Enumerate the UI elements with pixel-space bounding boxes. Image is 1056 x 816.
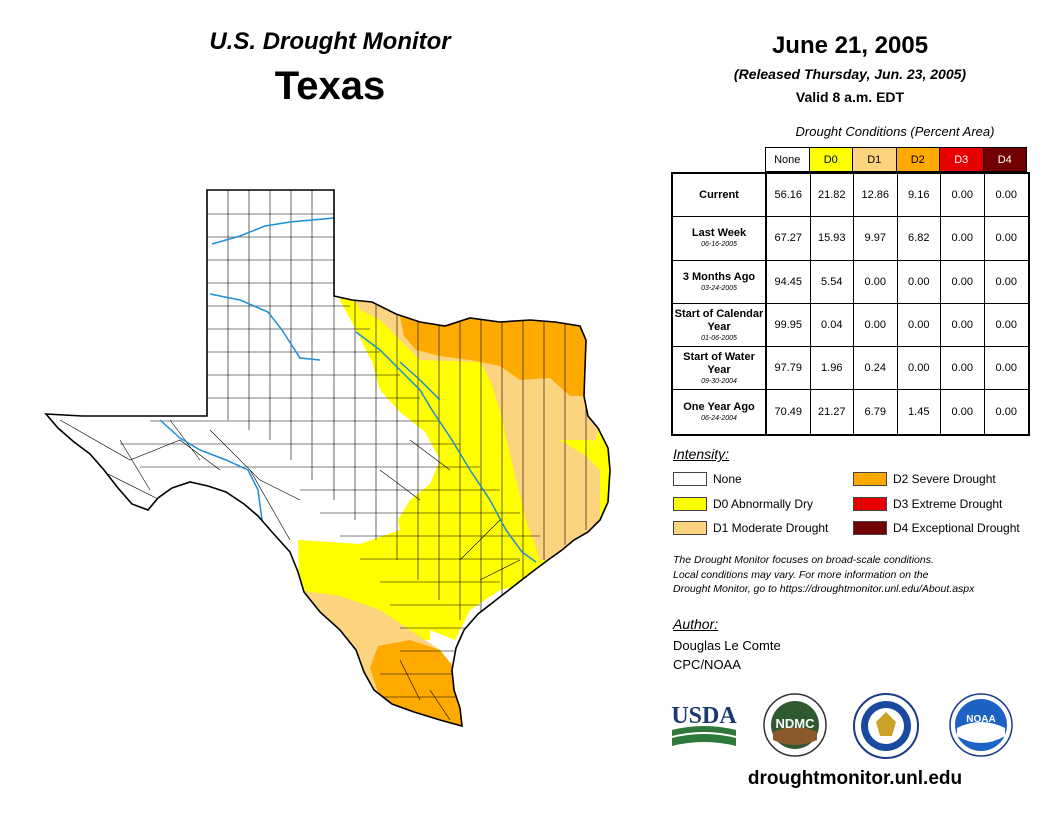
- legend-swatch: [853, 496, 887, 511]
- drought-conditions-table: Current 56.16 21.82 12.86 9.16 0.00 0.00 Last W…: [671, 172, 1030, 436]
- ndmc-logo: NDMC: [763, 693, 827, 757]
- map-date: June 21, 2005: [771, 32, 929, 59]
- table-row: Last Week 06-16-2005 67.27 15.93 9.97 6.82 0.0…: [673, 217, 1028, 261]
- author-org: CPC/NOAA: [673, 657, 741, 672]
- author-name: Douglas Le Comte: [673, 638, 781, 653]
- table-cell: 0.00: [941, 390, 985, 434]
- column-header-none: None: [765, 147, 810, 172]
- row-label: Last Week 06-16-2005: [673, 217, 767, 260]
- table-cell: 15.93: [811, 217, 854, 260]
- legend-swatch: [673, 472, 707, 486]
- table-cell: 6.79: [854, 390, 898, 434]
- legend-column-right: D2 Severe Drought D3 Extreme Drought D4 …: [853, 471, 1020, 536]
- commerce-seal-logo: [853, 693, 919, 759]
- legend-item-d3: D3 Extreme Drought: [853, 496, 1020, 512]
- legend-item-d0: D0 Abnormally Dry: [673, 496, 828, 512]
- table-cell: 0.00: [898, 303, 941, 347]
- legend-swatch: [673, 521, 707, 535]
- release-date: (Released Thursday, Jun. 23, 2005): [733, 66, 967, 82]
- table-cell: 67.27: [767, 217, 811, 260]
- table-cell: 0.04: [811, 303, 854, 347]
- row-label: One Year Ago 06-24-2004: [673, 390, 767, 434]
- table-cell: 1.45: [898, 390, 941, 434]
- row-label: 3 Months Ago 03-24-2005: [673, 260, 767, 303]
- texas-drought-map: [45, 189, 611, 727]
- table-row: One Year Ago 06-24-2004 70.49 21.27 6.79 1.45…: [673, 390, 1028, 434]
- table-cell: 0.00: [898, 260, 941, 303]
- table-row: 3 Months Ago 03-24-2005 94.45 5.54 0.00 0.00 0…: [673, 260, 1028, 304]
- column-header-d3: D3: [939, 147, 984, 172]
- legend-item-d1: D1 Moderate Drought: [673, 520, 828, 536]
- table-cell: 0.00: [995, 189, 1017, 202]
- table-cell: 1.96: [811, 347, 854, 390]
- table-cell: 0.00: [854, 260, 898, 303]
- monitor-title: U.S. Drought Monitor: [209, 28, 451, 55]
- table-cell: 21.82: [811, 174, 854, 217]
- table-cell: 12.86: [854, 174, 898, 217]
- legend-item-d4: D4 Exceptional Drought: [853, 520, 1020, 536]
- table-cell: 9.97: [854, 217, 898, 260]
- table-cell: 6.82: [898, 217, 941, 260]
- legend-swatch: [853, 472, 887, 486]
- table-cell: 0.00: [941, 347, 985, 390]
- table-row: Start of Water Year 09-30-2004 97.79 1.96 0.…: [673, 347, 1028, 391]
- column-header-d1: D1: [852, 147, 897, 172]
- table-cell: 0.00: [995, 319, 1017, 332]
- usda-logo: USDA: [671, 703, 737, 746]
- table-cell: 97.79: [767, 347, 811, 390]
- table-cell: 0.00: [941, 174, 985, 217]
- table-cell: 9.16: [898, 174, 941, 217]
- table-cell: 99.95: [767, 303, 811, 347]
- table-caption: Drought Conditions (Percent Area): [795, 124, 995, 139]
- table-cell: 0.24: [854, 347, 898, 390]
- svg-text:USDA: USDA: [671, 703, 737, 729]
- table-cell: 0.00: [898, 347, 941, 390]
- column-header-d0: D0: [808, 147, 853, 172]
- table-cell: 21.27: [811, 390, 854, 434]
- table-cell: 70.49: [767, 390, 811, 434]
- table-row: Start of Calendar Year 01-06-2005 99.95 0.0…: [673, 303, 1028, 348]
- legend-item-none: None: [673, 471, 828, 487]
- row-label: Current: [673, 174, 767, 217]
- row-label: Start of Calendar Year 01-06-2005: [673, 303, 767, 347]
- table-cell: 0.00: [941, 303, 985, 347]
- valid-time: Valid 8 a.m. EDT: [795, 89, 905, 105]
- legend-item-d2: D2 Severe Drought: [853, 471, 1020, 487]
- table-cell: 0.00: [941, 217, 985, 260]
- legend-swatch: [853, 521, 887, 535]
- table-cell: 0.00: [995, 362, 1017, 375]
- noaa-logo: NOAA: [949, 693, 1013, 757]
- legend-swatch: [673, 496, 707, 511]
- table-cell: 0.00: [995, 232, 1017, 245]
- column-header-d2: D2: [895, 147, 940, 172]
- legend-title: Intensity:: [673, 446, 730, 462]
- table-cell: 0.00: [941, 260, 985, 303]
- author-title: Author:: [673, 616, 719, 632]
- website-url[interactable]: droughtmonitor.unl.edu: [747, 768, 963, 789]
- table-row: Current 56.16 21.82 12.86 9.16 0.00 0.00: [673, 174, 1028, 218]
- svg-text:NOAA: NOAA: [966, 714, 995, 725]
- table-cell: 0.00: [854, 303, 898, 347]
- svg-text:NDMC: NDMC: [776, 716, 816, 731]
- disclaimer-note: The Drought Monitor focuses on broad-sca…: [673, 554, 975, 595]
- table-header-row: None D0 D1 D2 D3 D4: [765, 147, 1027, 172]
- table-cell: 56.16: [767, 174, 811, 217]
- table-cell: 94.45: [767, 260, 811, 303]
- row-label: Start of Water Year 09-30-2004: [673, 347, 767, 390]
- column-header-d4: D4: [982, 147, 1027, 172]
- table-cell: 5.54: [811, 260, 854, 303]
- table-cell: 0.00: [995, 275, 1017, 288]
- legend-column-left: None D0 Abnormally Dry D1 Moderate Droug…: [673, 471, 828, 536]
- state-title: Texas: [274, 64, 386, 108]
- table-cell: 0.00: [995, 406, 1017, 419]
